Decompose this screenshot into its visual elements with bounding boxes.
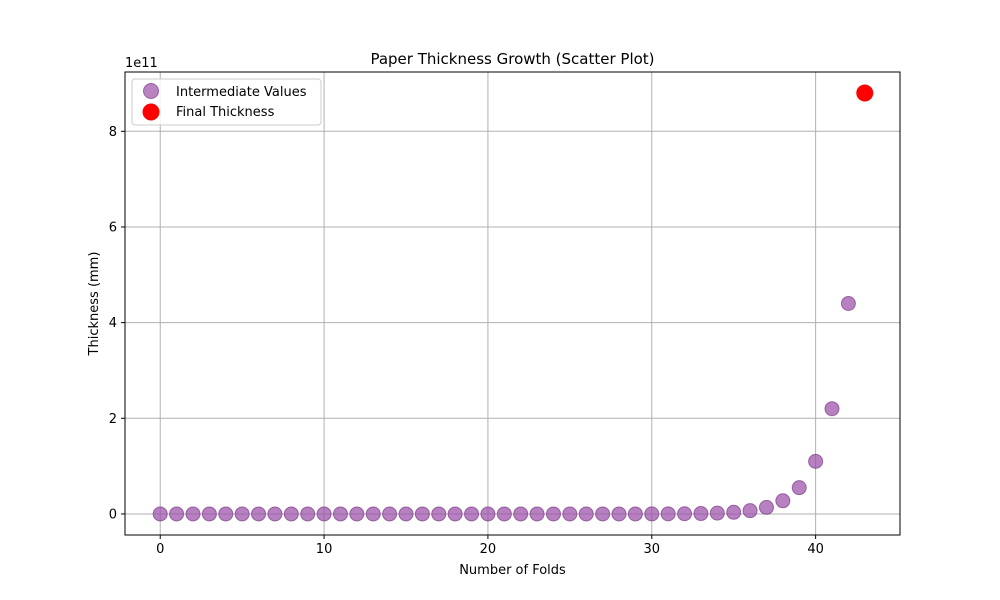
intermediate-point bbox=[218, 506, 234, 522]
intermediate-point bbox=[267, 506, 283, 522]
intermediate-point bbox=[824, 401, 840, 417]
y-tick-label: 2 bbox=[109, 412, 117, 427]
intermediate-point bbox=[578, 506, 594, 522]
x-tick-label: 30 bbox=[643, 542, 660, 557]
axes-frame bbox=[124, 71, 901, 536]
intermediate-point bbox=[775, 493, 791, 509]
y-tick-label: 0 bbox=[109, 507, 117, 522]
legend: Intermediate Values Final Thickness bbox=[131, 78, 322, 126]
chart-title: Paper Thickness Growth (Scatter Plot) bbox=[370, 50, 654, 68]
x-axis-label: Number of Folds bbox=[459, 563, 566, 578]
intermediate-point bbox=[709, 505, 725, 521]
intermediate-point bbox=[660, 506, 676, 522]
intermediate-point bbox=[758, 499, 774, 515]
intermediate-point bbox=[201, 506, 217, 522]
intermediate-point bbox=[414, 506, 430, 522]
intermediate-point bbox=[644, 506, 660, 522]
intermediate-point bbox=[677, 506, 693, 522]
intermediate-point bbox=[431, 506, 447, 522]
legend-marker-intermediate bbox=[143, 83, 159, 99]
grid-lines bbox=[125, 72, 900, 535]
legend-label-final: Final Thickness bbox=[176, 105, 275, 120]
y-axis-label: Thickness (mm) bbox=[87, 252, 102, 357]
y-tick-label: 8 bbox=[109, 125, 117, 140]
intermediate-point bbox=[382, 506, 398, 522]
final-thickness-point bbox=[856, 84, 874, 102]
intermediate-point bbox=[185, 506, 201, 522]
intermediate-point bbox=[595, 506, 611, 522]
x-tick-label: 10 bbox=[316, 542, 333, 557]
intermediate-point bbox=[808, 453, 824, 469]
intermediate-point bbox=[562, 506, 578, 522]
intermediate-point bbox=[840, 296, 856, 311]
intermediate-point bbox=[742, 503, 758, 519]
intermediate-point bbox=[251, 506, 267, 522]
intermediate-point bbox=[513, 506, 529, 522]
axis-ticks: 0 10 20 30 40 0 2 4 6 8 bbox=[109, 125, 824, 557]
intermediate-point bbox=[169, 506, 185, 522]
y-axis-offset-label: 1e11 bbox=[125, 56, 158, 71]
x-tick-label: 40 bbox=[807, 542, 824, 557]
data-points bbox=[152, 84, 874, 522]
legend-label-intermediate: Intermediate Values bbox=[176, 85, 307, 100]
legend-marker-final bbox=[142, 103, 160, 121]
intermediate-point bbox=[447, 506, 463, 522]
intermediate-point bbox=[627, 506, 643, 522]
intermediate-point bbox=[332, 506, 348, 522]
intermediate-point bbox=[791, 480, 807, 496]
intermediate-point bbox=[300, 506, 316, 522]
intermediate-point bbox=[529, 506, 545, 522]
intermediate-point bbox=[152, 506, 168, 522]
intermediate-point bbox=[365, 506, 381, 522]
intermediate-point bbox=[726, 504, 742, 520]
y-tick-label: 4 bbox=[109, 316, 117, 331]
intermediate-point bbox=[480, 506, 496, 522]
intermediate-point bbox=[496, 506, 512, 522]
intermediate-point bbox=[693, 506, 709, 522]
intermediate-point bbox=[234, 506, 250, 522]
x-tick-label: 0 bbox=[156, 542, 164, 557]
intermediate-point bbox=[316, 506, 332, 522]
y-tick-label: 6 bbox=[109, 220, 117, 235]
intermediate-point bbox=[545, 506, 561, 522]
intermediate-point bbox=[611, 506, 627, 522]
legend-box bbox=[131, 78, 322, 126]
intermediate-point bbox=[398, 506, 414, 522]
intermediate-point bbox=[283, 506, 299, 522]
intermediate-point bbox=[464, 506, 480, 522]
x-tick-label: 20 bbox=[480, 542, 497, 557]
intermediate-point bbox=[349, 506, 365, 522]
